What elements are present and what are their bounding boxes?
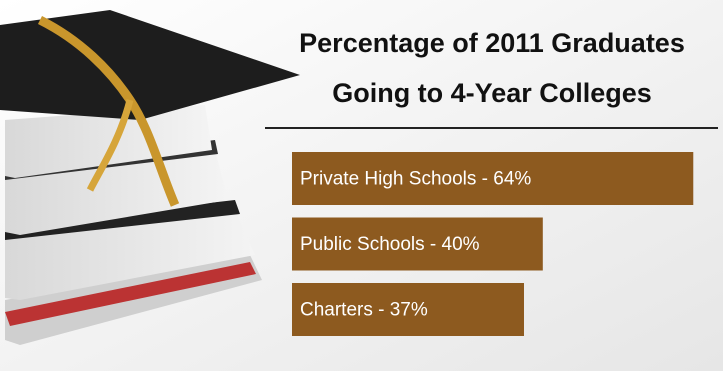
bar	[292, 152, 694, 205]
bar	[292, 283, 524, 336]
bar	[292, 217, 543, 271]
bar-label: Public Schools - 40%	[300, 234, 480, 255]
bar-label: Private High Schools - 64%	[300, 169, 531, 190]
chart-title: Percentage of 2011 Graduates	[299, 28, 685, 58]
bar-label: Charters - 37%	[300, 300, 428, 321]
chart-title: Going to 4-Year Colleges	[332, 78, 652, 108]
books-illustration	[0, 10, 300, 345]
